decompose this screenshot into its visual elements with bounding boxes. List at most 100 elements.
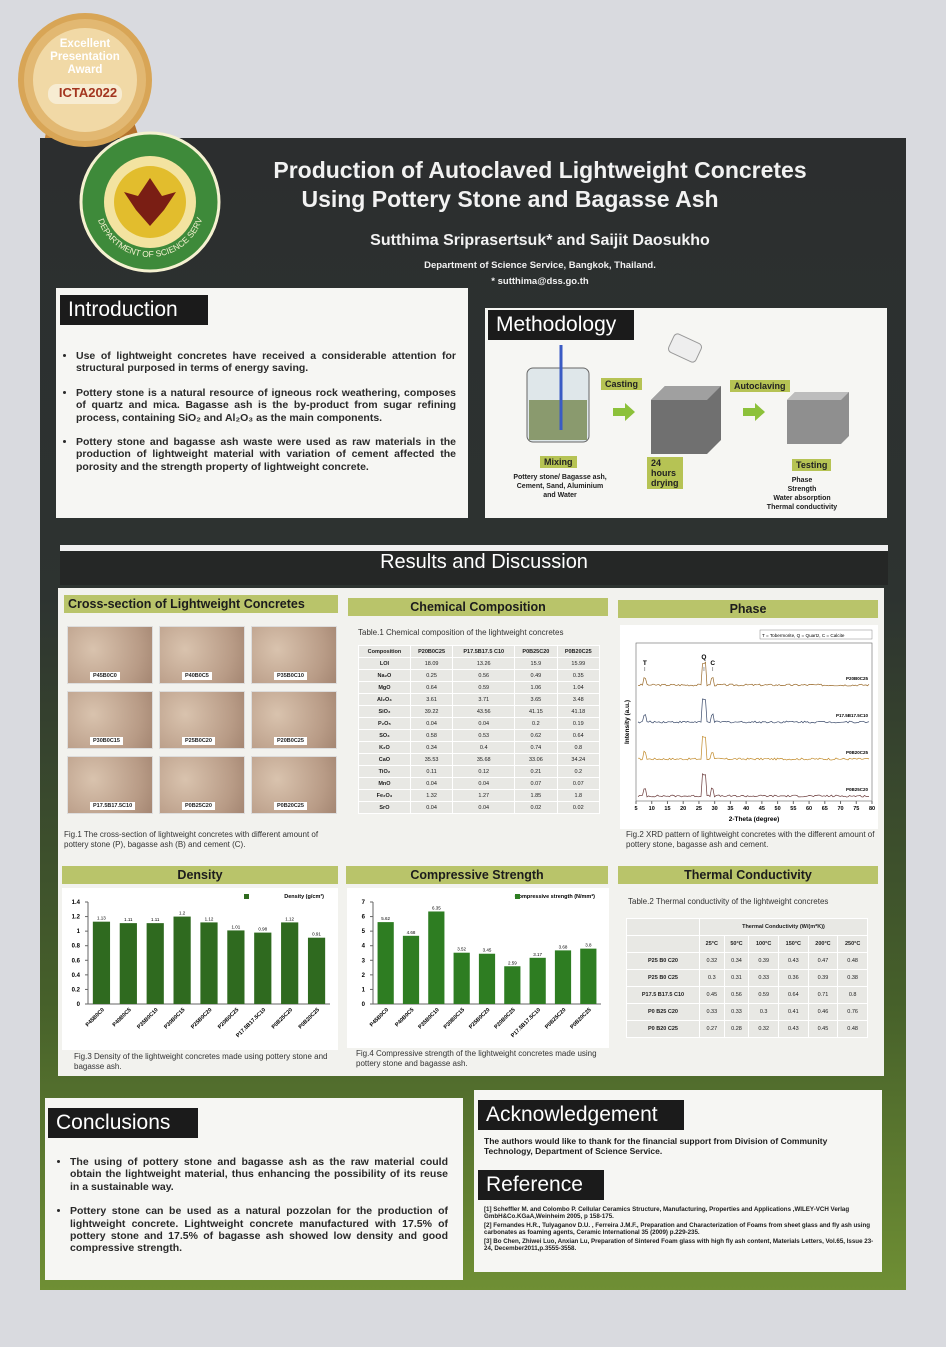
table-cell: 15.9: [514, 657, 558, 670]
table-cell: 0.3: [698, 969, 725, 987]
x-tick-label: 20: [680, 806, 686, 812]
table-cell: Na₂O: [358, 669, 411, 682]
table-cell: 0.38: [837, 969, 868, 987]
pattern-label: P20B0C25: [846, 676, 869, 681]
table-cell: 0.43: [778, 952, 809, 970]
bar: [281, 922, 299, 1004]
table-cell: 0.04: [452, 801, 516, 814]
x-tick-label: P45B0C0: [85, 1007, 106, 1028]
specimen-label: P0B20C25: [274, 802, 307, 810]
email: * sutthima@dss.go.th: [491, 276, 589, 287]
data-label: 3.17: [533, 952, 542, 957]
x-axis-label: 2-Theta (degree): [729, 816, 780, 823]
table-row: Na₂O 0.25 0.56 0.49 0.35: [358, 669, 601, 682]
table-cell: 0.64: [556, 729, 601, 742]
specimen-label: P30B0C15: [90, 737, 123, 745]
y-tick-label: 5: [362, 929, 366, 935]
table-cell: 0.45: [698, 986, 725, 1004]
y-axis-label: Intensity (a.u.): [624, 700, 631, 744]
table-cell: 1.32: [409, 789, 454, 802]
badge-line: Presentation: [50, 51, 120, 63]
arrow: [743, 403, 765, 421]
table-cell: 39.22: [409, 705, 454, 718]
y-tick-label: 6: [362, 915, 366, 921]
plot-frame: [635, 642, 873, 802]
data-label: 3.68: [559, 944, 568, 949]
table-cell: 0.21: [514, 765, 558, 778]
table-cell: 1.04: [556, 681, 601, 694]
table-cell: 0.34: [409, 741, 454, 754]
data-label: 5.62: [381, 916, 390, 921]
y-tick-label: 0.8: [72, 944, 81, 950]
specimen-image: P20B0C25: [251, 691, 337, 749]
table-cell: 0.2: [514, 717, 558, 730]
step-label: Mixing: [540, 456, 577, 468]
table-cell: 0.33: [748, 969, 779, 987]
table-cell: 0.64: [778, 986, 809, 1004]
badge-line: Award: [67, 64, 103, 76]
xrd-chart: T = Tobermorite, Q = Quartz, C = Calcite…: [620, 625, 878, 829]
table-header: 25°C: [698, 935, 725, 953]
mold: [667, 333, 703, 363]
reference: [3] Bo Chen, Zhiwei Luo, Anxian Lu, Prep…: [484, 1237, 874, 1253]
specimen-image: P45B0C0: [67, 626, 153, 684]
table-cell: 0.28: [723, 1020, 750, 1038]
table-cell: 0.11: [409, 765, 454, 778]
table-header: 200°C: [807, 935, 839, 953]
caption: Fig.1 The cross-section of lightweight c…: [64, 830, 319, 849]
bullet: The using of pottery stone and bagasse a…: [70, 1156, 448, 1193]
table-cell: 18.09: [409, 657, 454, 670]
x-tick-label: P25B0C20: [468, 1007, 491, 1030]
pattern-label: P0B20C25: [846, 750, 869, 755]
table-cell: 0.64: [409, 681, 454, 694]
block: [651, 386, 721, 454]
table-cell: 0.32: [698, 952, 725, 970]
bar: [200, 922, 218, 1004]
table-cell: 34.24: [556, 753, 601, 766]
caption: Fig.4 Compressive strength of the lightw…: [356, 1049, 597, 1068]
table-cell: Fe₂O₃: [358, 789, 411, 802]
table: Thermal Conductivity (W/(m*K)) 25°C 50°C 10…: [626, 918, 869, 1038]
pattern-label: P0B25C20: [846, 787, 869, 792]
arrow: [613, 403, 635, 421]
badge: [18, 13, 152, 147]
y-tick-label: 0: [362, 1002, 366, 1008]
bullet: Pottery stone is a natural resource of i…: [76, 387, 456, 424]
legend: T = Tobermorite, Q = Quartz, C = Calcite: [762, 633, 845, 638]
bullet: Pottery stone and bagasse ash waste were…: [76, 436, 456, 473]
legend-swatch: [515, 894, 520, 899]
x-tick-label: P45B0C0: [369, 1007, 390, 1028]
heading: Results and Discussion: [380, 551, 588, 573]
section-heading: Thermal Conductivity: [618, 866, 878, 884]
bar: [554, 950, 572, 1004]
table-cell: 43.56: [452, 705, 516, 718]
data-label: 3.52: [457, 947, 466, 952]
table-cell: 0.27: [698, 1020, 725, 1038]
data-label: 1.11: [151, 917, 160, 922]
table-cell: 3.48: [556, 693, 601, 706]
bar: [227, 930, 245, 1004]
specimen-image: P17.5B17.5C10: [67, 756, 153, 814]
specimen-image: P25B0C20: [159, 691, 245, 749]
table-cell: MgO: [358, 681, 411, 694]
x-tick-label: P30B0C15: [163, 1007, 186, 1030]
table-cell: 1.27: [452, 789, 516, 802]
data-label: 1.12: [205, 916, 214, 921]
data-label: 1.2: [179, 911, 186, 916]
badge-line: Excellent: [59, 38, 111, 50]
bullets: Use of lightweight concretes have receiv…: [62, 350, 456, 485]
table-cell: 1.8: [556, 789, 601, 802]
data-label: 1.13: [97, 916, 106, 921]
bar: [307, 937, 326, 1004]
specimen-image: P40B0C5: [159, 626, 245, 684]
table-cell: 0.04: [452, 777, 516, 790]
bullet-list: Use of lightweight concretes have receiv…: [62, 350, 456, 473]
table-cell: MnO: [358, 777, 411, 790]
table-header: P17.5B17.5 C10: [452, 645, 516, 658]
section-heading: Phase: [618, 600, 878, 618]
table-cell: 1.85: [514, 789, 558, 802]
specimen-label: P20B0C25: [274, 737, 307, 745]
table-cell: 0.59: [748, 986, 779, 1004]
x-tick-label: 40: [743, 806, 749, 812]
x-tick-label: 50: [775, 806, 781, 812]
